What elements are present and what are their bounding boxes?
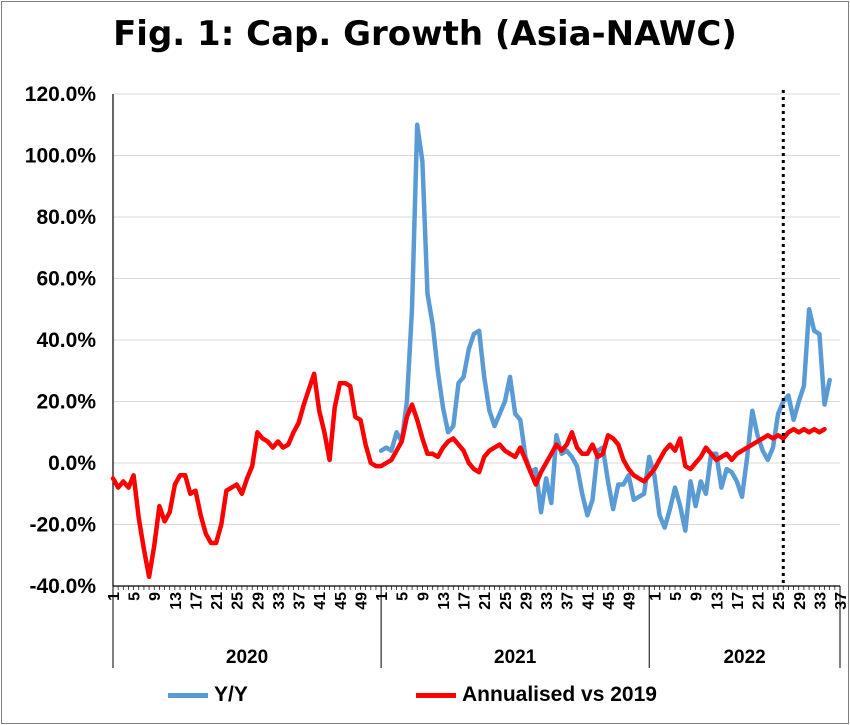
x-tick-label: 41 <box>312 592 329 610</box>
year-label: 2021 <box>494 647 537 668</box>
x-tick-label: 45 <box>333 592 350 610</box>
legend-swatch-yy <box>168 692 208 698</box>
year-label: 2020 <box>226 647 268 668</box>
x-tick-label: 1 <box>106 592 123 601</box>
x-tick-label: 33 <box>812 592 829 610</box>
chart-title: Fig. 1: Cap. Growth (Asia-NAWC) <box>113 14 737 54</box>
x-tick-label: 25 <box>498 592 515 610</box>
x-tick-label: 5 <box>395 592 412 601</box>
x-tick-label: 25 <box>230 592 247 610</box>
x-tick-label: 25 <box>771 592 788 610</box>
y-tick-label: -20.0% <box>29 514 96 537</box>
x-tick-label: 17 <box>730 592 747 610</box>
y-tick-label: 100.0% <box>25 145 97 168</box>
legend-swatch-annualised <box>416 692 456 698</box>
x-tick-label: 13 <box>709 592 726 610</box>
x-tick-label: 49 <box>622 592 639 610</box>
legend-item-yy: Y/Y <box>168 683 248 707</box>
x-tick-label: 5 <box>668 592 685 601</box>
x-tick-label: 33 <box>539 592 556 610</box>
x-tick-label: 13 <box>436 592 453 610</box>
x-tick-label: 45 <box>601 592 618 610</box>
y-tick-label: 80.0% <box>36 206 96 229</box>
x-tick-label: 21 <box>751 592 768 610</box>
year-label: 2022 <box>723 647 765 668</box>
x-tick-label: 41 <box>580 592 597 610</box>
x-tick-label: 5 <box>127 592 144 601</box>
x-tick-label: 9 <box>147 592 164 601</box>
x-tick-label: 1 <box>647 592 664 601</box>
x-tick-label: 37 <box>833 592 850 610</box>
x-tick-label: 9 <box>689 592 706 601</box>
y-tick-label: 120.0% <box>25 83 97 106</box>
x-tick-label: 21 <box>477 592 494 610</box>
x-tick-label: 13 <box>168 592 185 610</box>
legend: Y/Y Annualised vs 2019 <box>0 683 850 711</box>
x-tick-label: 29 <box>518 592 535 610</box>
x-tick-label: 17 <box>188 592 205 610</box>
y-tick-label: 60.0% <box>36 268 96 291</box>
x-tick-label: 9 <box>415 592 432 601</box>
legend-item-annualised: Annualised vs 2019 <box>416 683 657 707</box>
legend-label-yy: Y/Y <box>214 683 248 706</box>
y-tick-label: 0.0% <box>48 452 96 475</box>
y-tick-label: -40.0% <box>29 575 96 598</box>
x-tick-label: 33 <box>271 592 288 610</box>
x-tick-label: 49 <box>353 592 370 610</box>
x-tick-label: 1 <box>374 592 391 601</box>
x-tick-label: 17 <box>457 592 474 610</box>
series-line <box>110 371 827 580</box>
y-tick-label: 20.0% <box>36 391 96 414</box>
y-tick-label: 40.0% <box>36 329 96 352</box>
legend-label-annualised: Annualised vs 2019 <box>462 683 657 706</box>
series-line <box>378 122 832 533</box>
x-tick-label: 29 <box>792 592 809 610</box>
x-tick-label: 37 <box>292 592 309 610</box>
x-tick-label: 37 <box>560 592 577 610</box>
x-tick-label: 21 <box>209 592 226 610</box>
x-tick-label: 29 <box>250 592 267 610</box>
